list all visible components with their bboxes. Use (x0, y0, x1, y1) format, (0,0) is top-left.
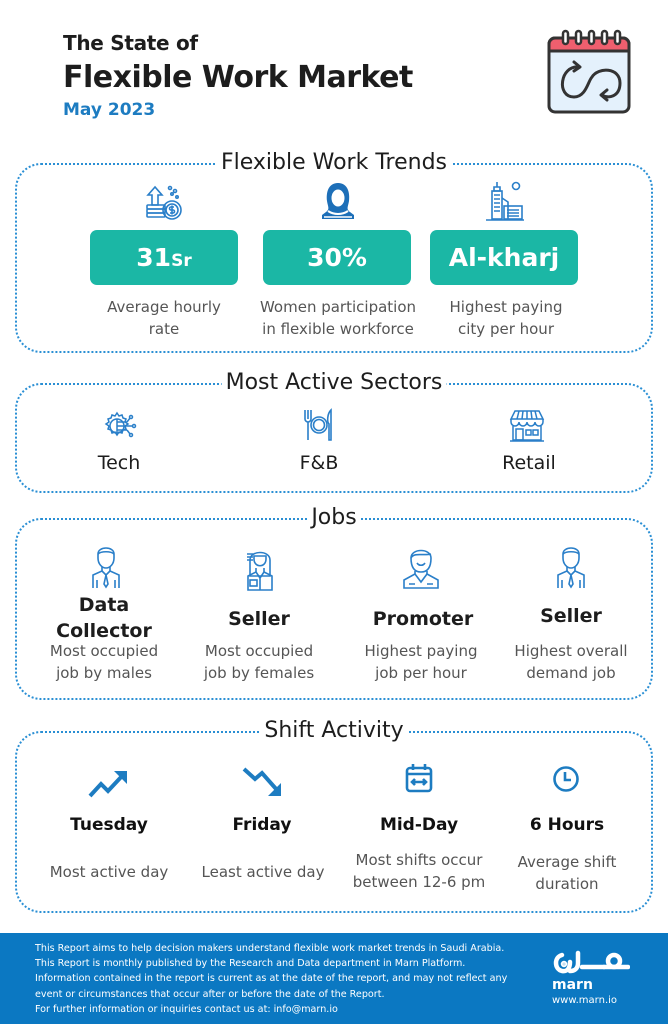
desc-line-2: between 12-6 pm (352, 873, 486, 891)
least-active-day-label: Least active day (201, 863, 325, 881)
average-shift-duration-label: Average shift duration (518, 851, 617, 895)
calendar-flexible-icon (546, 29, 632, 115)
job-desc-seller-overall: Highest overall demand job (514, 640, 627, 684)
section-title: Most Active Sectors (221, 370, 447, 396)
peak-shift-time-value: Mid-Day (379, 815, 459, 835)
highest-paying-city-label: Highest paying city per hour (450, 296, 563, 340)
desc-line-2: rate (148, 320, 180, 338)
sector-fnb: F&B (299, 452, 339, 474)
dining-plate-icon (300, 407, 336, 443)
women-participation-number: 30% (307, 243, 367, 272)
marn-logo: marn (552, 947, 632, 993)
section-title: Shift Activity (260, 718, 408, 744)
desc-line-1: Highest paying (449, 298, 563, 316)
female-worker-icon (243, 546, 277, 592)
male-worker-icon (89, 542, 123, 590)
calendar-range-icon (405, 763, 433, 793)
desc-line-1: Highest paying (364, 642, 478, 660)
page-title: Flexible Work Market (63, 60, 413, 95)
average-hourly-rate-label: Average hourly rate (107, 296, 221, 340)
desc-line-2: city per hour (458, 320, 554, 338)
average-shift-duration-value: 6 Hours (529, 815, 605, 835)
promoter-icon (400, 544, 442, 590)
highest-paying-city-value: Al-kharj (430, 230, 578, 285)
trend-down-icon (241, 766, 283, 800)
desc-line-2: in flexible workforce (262, 320, 414, 338)
women-participation-value: 30% (263, 230, 411, 285)
desc-line-2: job per hour (375, 664, 467, 682)
most-active-day-value: Tuesday (70, 815, 148, 835)
desc-line-1: Average hourly (107, 298, 221, 316)
average-hourly-rate-value: 31 Sr (90, 230, 238, 285)
least-active-day-value: Friday (232, 815, 292, 835)
desc-line-1: Average shift (517, 853, 617, 871)
footer-line: Information contained in the report is c… (35, 973, 508, 985)
job-desc-promoter: Highest paying job per hour (365, 640, 478, 684)
trend-up-icon (87, 766, 129, 800)
most-active-day-label: Most active day (49, 863, 169, 881)
desc-line-2: job by males (56, 664, 152, 682)
sector-tech: Tech (97, 452, 141, 474)
website-link[interactable]: www.marn.io (552, 995, 618, 1006)
desc-line-1: Highest overall (514, 642, 628, 660)
job-desc-data-collector: Most occupied job by males (50, 640, 158, 684)
job-desc-seller-female: Most occupied job by females (204, 640, 314, 684)
money-growth-icon (145, 183, 185, 221)
city-name: Al-kharj (448, 243, 560, 272)
desc-line-2: duration (535, 875, 599, 893)
footer: This Report aims to help decision makers… (0, 933, 668, 1024)
job-title-data-collector: Data Collector (56, 592, 152, 644)
title-line-1: The State of (63, 31, 198, 55)
title-line-1: Data (78, 594, 130, 616)
section-title: Flexible Work Trends (216, 150, 452, 176)
tech-gear-icon (103, 407, 139, 443)
job-title-promoter: Promoter (372, 608, 474, 630)
woman-hijab-icon (320, 181, 356, 221)
city-buildings-icon (484, 180, 526, 222)
rate-number: 31 (136, 243, 172, 272)
report-date: May 2023 (63, 100, 156, 120)
title-line-2: Collector (56, 620, 152, 642)
footer-line: This Report is monthly published by the … (35, 958, 466, 970)
footer-disclaimer: This Report aims to help decision makers… (35, 941, 507, 1017)
logo-text: marn (552, 977, 593, 993)
desc-line-2: job by females (203, 664, 315, 682)
women-participation-label: Women participation in flexible workforc… (260, 296, 416, 340)
job-title-seller-female: Seller (228, 608, 290, 630)
male-worker-icon (554, 542, 588, 590)
desc-line-1: Most occupied (204, 642, 314, 660)
desc-line-1: Most shifts occur (355, 851, 483, 869)
clock-icon (552, 765, 580, 793)
store-icon (509, 409, 545, 443)
job-title-seller-overall: Seller (540, 605, 602, 627)
footer-line: This Report aims to help decision makers… (35, 943, 505, 954)
sector-retail: Retail (502, 452, 556, 474)
footer-line: event or circumstances that occur after … (35, 988, 385, 1000)
most-active-sectors-section: Most Active Sectors Tech F&B Re (15, 370, 653, 493)
desc-line-2: demand job (526, 664, 616, 682)
shift-activity-section: Shift Activity Tuesday Most active day F… (15, 718, 653, 913)
peak-shift-time-label: Most shifts occur between 12-6 pm (353, 849, 486, 893)
section-title: Jobs (307, 505, 361, 531)
footer-contact-line: For further information or inquiries con… (35, 1003, 338, 1015)
jobs-section: Jobs Data Collector Most occupied job by… (15, 505, 653, 700)
rate-unit: Sr (171, 250, 192, 271)
desc-line-1: Most occupied (49, 642, 159, 660)
marn-arabic-logo-icon (553, 950, 631, 974)
desc-line-1: Women participation (259, 298, 417, 316)
flexible-work-trends-section: Flexible Work Trends 31 Sr Average hourly… (15, 150, 653, 353)
